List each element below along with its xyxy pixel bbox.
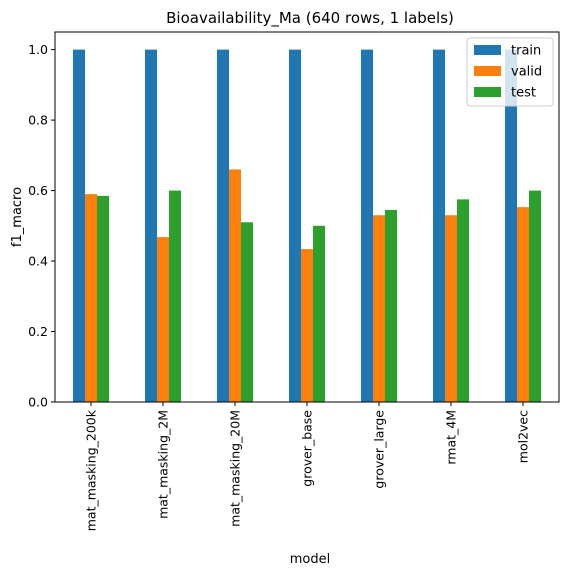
y-axis-label: f1_macro: [10, 187, 25, 247]
bar-train-rmat_4M: [433, 49, 445, 402]
x-axis: mat_masking_200k mat_masking_2M mat_maskin…: [84, 402, 531, 531]
bar-train-grover_large: [361, 49, 373, 402]
y-tick-label: 0.4: [28, 254, 48, 269]
x-tick-label: mol2vec: [516, 410, 531, 463]
bar-train-mol2vec: [505, 49, 517, 402]
y-tick-label: 0.6: [28, 183, 48, 198]
bar-valid-mat_masking_20M: [229, 169, 241, 402]
bar-valid-mol2vec: [517, 207, 529, 402]
legend-label-test: test: [511, 86, 536, 101]
bar-valid-mat_masking_2M: [157, 237, 169, 402]
bar-valid-grover_large: [373, 215, 385, 402]
x-tick-label: mat_masking_200k: [84, 409, 99, 531]
x-tick-label: mat_masking_20M: [228, 410, 243, 527]
legend-swatch-test: [474, 87, 501, 97]
legend-swatch-train: [474, 45, 501, 55]
bar-test-grover_base: [313, 225, 325, 402]
bar-train-mat_masking_20M: [217, 49, 229, 402]
bar-valid-rmat_4M: [445, 215, 457, 402]
bar-test-rmat_4M: [457, 199, 469, 402]
x-tick-label: grover_base: [300, 410, 315, 487]
bar-train-mat_masking_2M: [145, 49, 157, 402]
bar-test-mol2vec: [529, 190, 541, 402]
legend: train valid test: [466, 37, 554, 107]
x-tick-label: mat_masking_2M: [156, 410, 171, 519]
bar-valid-mat_masking_200k: [85, 194, 97, 402]
y-tick-label: 0.0: [28, 395, 48, 410]
bar-test-mat_masking_200k: [97, 195, 109, 402]
bar-test-grover_large: [385, 209, 397, 402]
bars-group: [73, 49, 541, 402]
x-tick-label: rmat_4M: [444, 410, 459, 465]
bar-test-mat_masking_2M: [169, 190, 181, 402]
x-tick-label: grover_large: [372, 410, 387, 489]
y-tick-label: 1.0: [28, 42, 48, 57]
legend-label-valid: valid: [511, 65, 542, 80]
y-tick-label: 0.8: [28, 113, 48, 128]
x-axis-label: model: [290, 552, 330, 567]
bar-train-mat_masking_200k: [73, 49, 85, 402]
bar-valid-grover_base: [301, 249, 313, 402]
y-axis: 0.0 0.2 0.4 0.6 0.8 1.0: [28, 42, 55, 410]
y-tick-label: 0.2: [28, 324, 48, 339]
legend-label-train: train: [511, 44, 541, 59]
legend-swatch-valid: [474, 66, 501, 76]
chart-title: Bioavailability_Ma (640 rows, 1 labels): [166, 9, 454, 28]
bar-train-grover_base: [289, 49, 301, 402]
bar-test-mat_masking_20M: [241, 222, 253, 402]
